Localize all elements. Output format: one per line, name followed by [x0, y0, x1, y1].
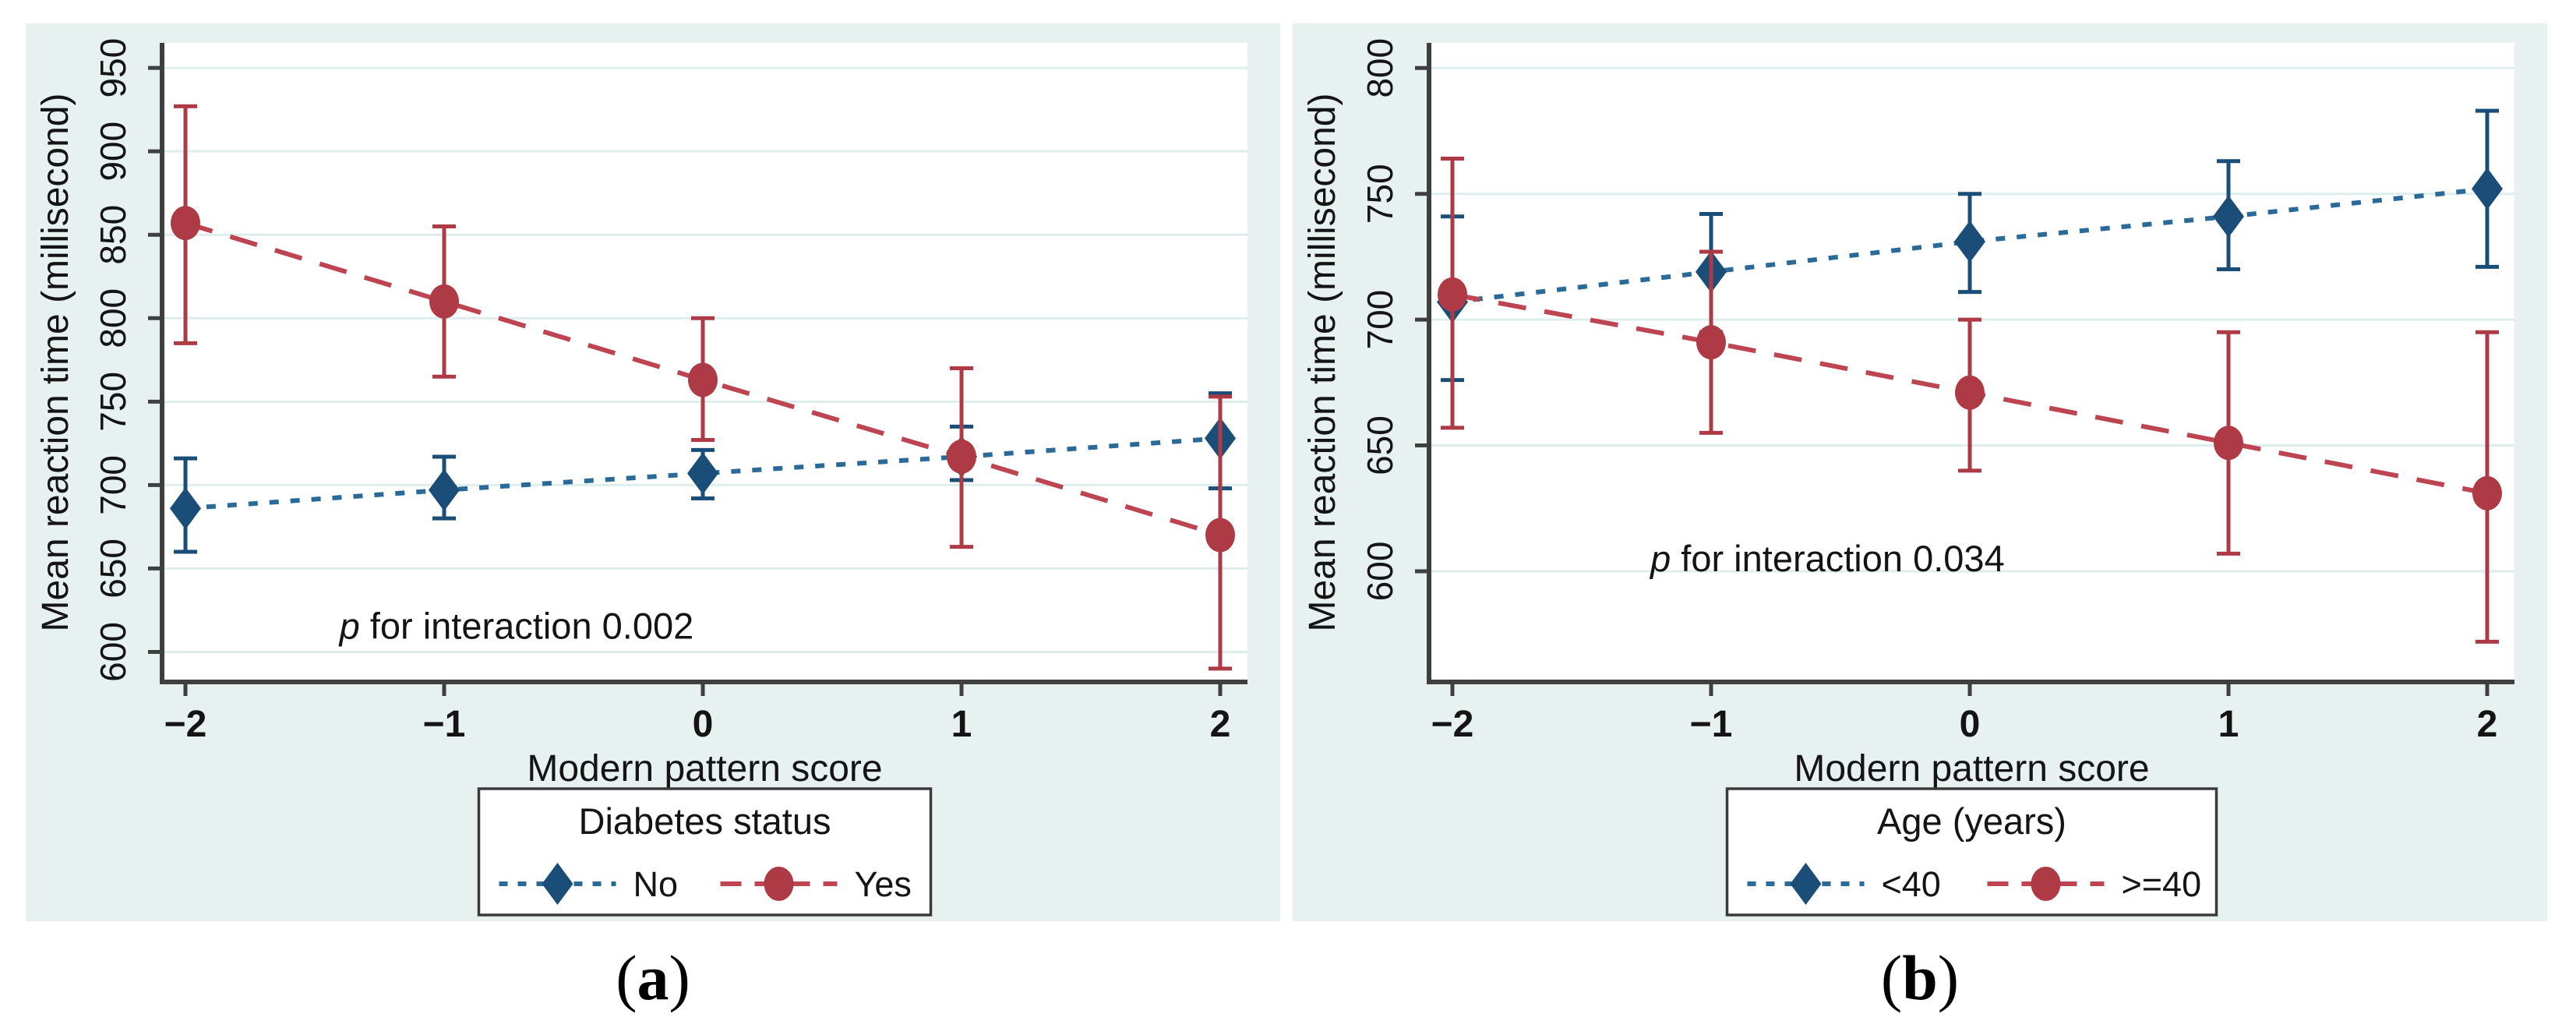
y-tick-label: 600 [93, 622, 133, 682]
legend-marker [542, 863, 573, 905]
x-tick-label: −1 [1690, 704, 1733, 745]
data-point-marker [2214, 426, 2243, 461]
data-point-marker [1438, 277, 1467, 312]
legend-marker [1790, 863, 1822, 905]
data-point-marker [2472, 168, 2503, 210]
caption-paren: ) [669, 942, 690, 1013]
x-tick-label: −2 [1431, 704, 1474, 745]
legend-entry-label: <40 [1882, 864, 1941, 904]
panel-b-caption: (b) [1293, 921, 2547, 1015]
panel-a-chart: 600 650 700 750 800 850 900 950 −2 −1 0 1 2 Modern pa… [26, 23, 1280, 921]
panels-row: 600 650 700 750 800 850 900 950 −2 −1 0 1 2 Modern pa… [26, 23, 2547, 921]
data-point-marker [1954, 221, 1985, 263]
data-point-marker [1955, 375, 1985, 410]
p-interaction-annotation: p for interaction 0.034 [1649, 538, 2005, 579]
y-tick-label: 750 [93, 372, 133, 432]
data-point-marker [2472, 475, 2502, 510]
panel-b-chart: 600 650 700 750 800 −2 −1 0 1 2 Modern pattern sco… [1293, 23, 2547, 921]
y-tick-label: 650 [93, 539, 133, 599]
x-axis-title: Modern pattern score [527, 748, 882, 789]
x-tick-label: 2 [2477, 704, 2498, 745]
caption-letter-a: a [637, 942, 669, 1013]
x-tick-label: 0 [1960, 704, 1981, 745]
y-tick-label: 900 [93, 122, 133, 182]
caption-paren: ( [1880, 942, 1903, 1013]
data-point-marker [688, 362, 718, 397]
y-axis-title: Mean reaction time (millisecond) [35, 94, 76, 632]
x-tick-label: −1 [423, 704, 466, 745]
x-tick-label: 1 [2218, 704, 2239, 745]
p-interaction-annotation: p for interaction 0.002 [338, 605, 694, 646]
y-tick-label: 700 [1360, 290, 1400, 350]
trend-line [1452, 186, 2488, 305]
x-tick-label: 2 [1210, 704, 1231, 745]
trend-line [185, 436, 1221, 511]
series-yes [171, 104, 1235, 671]
caption-letter-b: b [1902, 942, 1938, 1013]
y-tick-label: 800 [1360, 38, 1400, 98]
y-tick-label: 850 [93, 205, 133, 265]
caption-paren: ( [616, 942, 637, 1013]
data-point-marker [170, 487, 201, 530]
legend-title: Age (years) [1877, 800, 2066, 842]
data-point-marker [1205, 518, 1235, 553]
y-tick-label: 950 [93, 38, 133, 98]
x-tick-label: −2 [164, 704, 207, 745]
caption-paren: ) [1937, 942, 1960, 1013]
panel-a: 600 650 700 750 800 850 900 950 −2 −1 0 1 2 Modern pa… [26, 23, 1280, 921]
data-point-marker [2213, 195, 2244, 238]
y-tick-label: 700 [93, 455, 133, 515]
y-tick-label: 750 [1360, 164, 1400, 224]
legend-marker [764, 867, 794, 901]
x-tick-label: 1 [951, 704, 972, 745]
data-point-marker [429, 468, 460, 511]
y-axis-title: Mean reaction time (millisecond) [1302, 94, 1343, 632]
legend-entry-label: >=40 [2122, 864, 2202, 904]
data-point-marker [171, 206, 200, 241]
series-40 [1438, 157, 2502, 644]
panel-b: 600 650 700 750 800 −2 −1 0 1 2 Modern pattern sco… [1293, 23, 2547, 921]
y-tick-label: 800 [93, 288, 133, 348]
data-point-marker [687, 452, 718, 495]
captions-row: (a) (b) [0, 921, 2576, 1015]
y-tick-label: 650 [1360, 415, 1400, 475]
legend-title: Diabetes status [579, 800, 831, 842]
legend-marker [2031, 867, 2061, 901]
data-point-marker [947, 439, 976, 474]
x-axis-title: Modern pattern score [1794, 748, 2149, 789]
legend-entry-label: No [633, 864, 679, 904]
y-tick-label: 600 [1360, 542, 1400, 602]
panel-a-caption: (a) [26, 921, 1280, 1015]
data-point-marker [1696, 325, 1726, 360]
legend-entry-label: Yes [855, 864, 912, 904]
data-point-marker [429, 284, 459, 319]
x-tick-label: 0 [693, 704, 714, 745]
